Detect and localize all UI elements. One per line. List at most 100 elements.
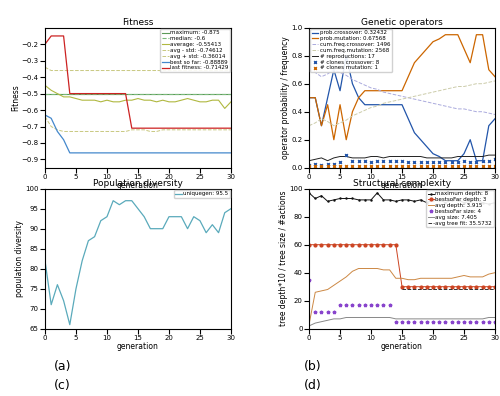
prob.crossover: 0.32432: (21, 0.08): 0.32432: (21, 0.08) bbox=[436, 154, 442, 159]
cum.freq.mutation: 2568: (10, 0.43): 2568: (10, 0.43) bbox=[368, 105, 374, 110]
cum.freq.crossover: 1496: (0, 0.7): 1496: (0, 0.7) bbox=[306, 67, 312, 72]
prob.crossover: 0.32432: (8, 0.5): 0.32432: (8, 0.5) bbox=[356, 95, 362, 100]
# clones mutation: 1: (4, 0.01): 1: (4, 0.01) bbox=[331, 164, 337, 169]
avg + std: -0.36014: (1, -0.36): -0.36014: (1, -0.36) bbox=[48, 68, 54, 73]
avg - std: -0.74612: (16, -0.72): -0.74612: (16, -0.72) bbox=[141, 128, 147, 132]
prob.mutation: 0.67568: (25, 0.85): 0.67568: (25, 0.85) bbox=[461, 46, 467, 51]
cum.freq.crossover: 1496: (1, 0.68): 1496: (1, 0.68) bbox=[312, 70, 318, 75]
bestsoFar size: 4: (8, 17): 4: (8, 17) bbox=[356, 303, 362, 307]
best so far: -0.88889: (23, -0.86): -0.88889: (23, -0.86) bbox=[184, 150, 190, 155]
avg size: 7.405: (11, 8): 7.405: (11, 8) bbox=[374, 315, 380, 320]
# reproductions: 17: (1, 0.06): 17: (1, 0.06) bbox=[312, 157, 318, 162]
prob.mutation: 0.67568: (14, 0.55): 0.67568: (14, 0.55) bbox=[393, 88, 399, 93]
average: -0.55413: (14, -0.54): -0.55413: (14, -0.54) bbox=[129, 98, 135, 103]
bestsoFar depth: 3: (22, 30): 3: (22, 30) bbox=[442, 284, 448, 289]
avg depth: 3.915: (8, 43): 3.915: (8, 43) bbox=[356, 266, 362, 271]
# clones crossover: 8: (25, 0.05): 8: (25, 0.05) bbox=[461, 158, 467, 163]
cum.freq.crossover: 1496: (19, 0.47): 1496: (19, 0.47) bbox=[424, 99, 430, 104]
Text: (d): (d) bbox=[304, 379, 322, 392]
best so far: -0.88889: (0, -0.63): -0.88889: (0, -0.63) bbox=[42, 112, 48, 117]
last fitness: -0.71429: (19, -0.71): -0.71429: (19, -0.71) bbox=[160, 126, 166, 131]
Title: Population diversity: Population diversity bbox=[93, 179, 183, 188]
X-axis label: generation: generation bbox=[381, 181, 423, 190]
maximum: -0.875: (16, -0.5): -0.875: (16, -0.5) bbox=[141, 91, 147, 96]
uniquegen: 95.5: (14, 97): 95.5: (14, 97) bbox=[129, 198, 135, 203]
prob.crossover: 0.32432: (0, 0.5): 0.32432: (0, 0.5) bbox=[306, 95, 312, 100]
avg depth: 3.915: (9, 43): 3.915: (9, 43) bbox=[362, 266, 368, 271]
uniquegen: 95.5: (9, 92): 95.5: (9, 92) bbox=[98, 218, 104, 223]
avg depth: 3.915: (12, 42): 3.915: (12, 42) bbox=[380, 268, 386, 272]
maximum: -0.875: (30, -0.5): -0.875: (30, -0.5) bbox=[228, 91, 234, 96]
average: -0.55413: (11, -0.55): -0.55413: (11, -0.55) bbox=[110, 99, 116, 104]
average: -0.55413: (15, -0.53): -0.55413: (15, -0.53) bbox=[135, 96, 141, 101]
bestsoFar depth: 3: (3, 60): 3: (3, 60) bbox=[324, 242, 330, 247]
last fitness: -0.71429: (1, -0.15): -0.71429: (1, -0.15) bbox=[48, 34, 54, 38]
maximum: -0.875: (6, -0.5): -0.875: (6, -0.5) bbox=[79, 91, 85, 96]
avg + std: -0.36014: (20, -0.36): -0.36014: (20, -0.36) bbox=[166, 68, 172, 73]
average: -0.55413: (25, -0.55): -0.55413: (25, -0.55) bbox=[197, 99, 203, 104]
cum.freq.mutation: 2568: (16, 0.5): 2568: (16, 0.5) bbox=[405, 95, 411, 100]
average: -0.55413: (10, -0.54): -0.55413: (10, -0.54) bbox=[104, 98, 110, 103]
prob.crossover: 0.32432: (7, 0.6): 0.32432: (7, 0.6) bbox=[350, 81, 356, 86]
# clones crossover: 8: (28, 0.05): 8: (28, 0.05) bbox=[480, 158, 486, 163]
maximum: -0.875: (20, -0.5): -0.875: (20, -0.5) bbox=[166, 91, 172, 96]
prob.crossover: 0.32432: (17, 0.25): 0.32432: (17, 0.25) bbox=[412, 130, 418, 135]
avg size: 7.405: (7, 8): 7.405: (7, 8) bbox=[350, 315, 356, 320]
avg depth: 3.915: (1, 26): 3.915: (1, 26) bbox=[312, 290, 318, 295]
# clones crossover: 8: (5, 0.04): 8: (5, 0.04) bbox=[337, 160, 343, 164]
# clones mutation: 1: (28, 0.01): 1: (28, 0.01) bbox=[480, 164, 486, 169]
# clones crossover: 8: (12, 0.05): 8: (12, 0.05) bbox=[380, 158, 386, 163]
cum.freq.mutation: 2568: (0, 0.3): 2568: (0, 0.3) bbox=[306, 123, 312, 128]
uniquegen: 95.5: (30, 95): 95.5: (30, 95) bbox=[228, 206, 234, 211]
# reproductions: 17: (27, 0.08): 17: (27, 0.08) bbox=[474, 154, 480, 159]
# clones crossover: 8: (10, 0.04): 8: (10, 0.04) bbox=[368, 160, 374, 164]
bestsoFar size: 4: (11, 17): 4: (11, 17) bbox=[374, 303, 380, 307]
prob.crossover: 0.32432: (4, 0.7): 0.32432: (4, 0.7) bbox=[331, 67, 337, 72]
avg + std: -0.36014: (10, -0.36): -0.36014: (10, -0.36) bbox=[104, 68, 110, 73]
cum.freq.mutation: 2568: (1, 0.32): 2568: (1, 0.32) bbox=[312, 120, 318, 125]
maximum: -0.875: (3, -0.5): -0.875: (3, -0.5) bbox=[60, 91, 66, 96]
uniquegen: 95.5: (13, 97): 95.5: (13, 97) bbox=[122, 198, 128, 203]
best so far: -0.88889: (13, -0.86): -0.88889: (13, -0.86) bbox=[122, 150, 128, 155]
maximum: -0.875: (27, -0.5): -0.875: (27, -0.5) bbox=[210, 91, 216, 96]
cum.freq.crossover: 1496: (5, 0.68): 1496: (5, 0.68) bbox=[337, 70, 343, 75]
uniquegen: 95.5: (29, 94): 95.5: (29, 94) bbox=[222, 210, 228, 215]
prob.mutation: 0.67568: (8, 0.5): 0.67568: (8, 0.5) bbox=[356, 95, 362, 100]
Line: avg - std: -0.74612: avg - std: -0.74612 bbox=[45, 117, 231, 131]
average: -0.55413: (16, -0.54): -0.55413: (16, -0.54) bbox=[141, 98, 147, 103]
# reproductions: 17: (0, 0.05): 17: (0, 0.05) bbox=[306, 158, 312, 163]
prob.mutation: 0.67568: (22, 0.95): 0.67568: (22, 0.95) bbox=[442, 32, 448, 37]
prob.crossover: 0.32432: (28, 0.05): 0.32432: (28, 0.05) bbox=[480, 158, 486, 163]
prob.crossover: 0.32432: (15, 0.45): 0.32432: (15, 0.45) bbox=[399, 102, 405, 107]
cum.freq.crossover: 1496: (20, 0.46): 1496: (20, 0.46) bbox=[430, 101, 436, 106]
maximum depth: 8: (6, 93): 8: (6, 93) bbox=[343, 196, 349, 201]
median: -0.6: (25, -0.5): -0.6: (25, -0.5) bbox=[197, 91, 203, 96]
prob.crossover: 0.32432: (25, 0.1): 0.32432: (25, 0.1) bbox=[461, 151, 467, 156]
last fitness: -0.71429: (29, -0.71): -0.71429: (29, -0.71) bbox=[222, 126, 228, 131]
prob.crossover: 0.32432: (22, 0.05): 0.32432: (22, 0.05) bbox=[442, 158, 448, 163]
best so far: -0.88889: (17, -0.86): -0.88889: (17, -0.86) bbox=[148, 150, 154, 155]
uniquegen: 95.5: (10, 93): 95.5: (10, 93) bbox=[104, 214, 110, 219]
maximum: -0.875: (8, -0.5): -0.875: (8, -0.5) bbox=[92, 91, 98, 96]
maximum: -0.875: (25, -0.5): -0.875: (25, -0.5) bbox=[197, 91, 203, 96]
average: -0.55413: (21, -0.55): -0.55413: (21, -0.55) bbox=[172, 99, 178, 104]
Line: # clones crossover: 8: # clones crossover: 8 bbox=[308, 154, 496, 166]
prob.crossover: 0.32432: (16, 0.35): 0.32432: (16, 0.35) bbox=[405, 116, 411, 121]
uniquegen: 95.5: (27, 91): 95.5: (27, 91) bbox=[210, 222, 216, 227]
avg depth: 3.915: (25, 38): 3.915: (25, 38) bbox=[461, 273, 467, 278]
prob.crossover: 0.32432: (2, 0.3): 0.32432: (2, 0.3) bbox=[318, 123, 324, 128]
uniquegen: 95.5: (24, 93): 95.5: (24, 93) bbox=[191, 214, 197, 219]
bestsoFar depth: 3: (23, 30): 3: (23, 30) bbox=[448, 284, 454, 289]
cum.freq.mutation: 2568: (23, 0.57): 2568: (23, 0.57) bbox=[448, 86, 454, 90]
median: -0.6: (27, -0.5): -0.6: (27, -0.5) bbox=[210, 91, 216, 96]
last fitness: -0.71429: (15, -0.71): -0.71429: (15, -0.71) bbox=[135, 126, 141, 131]
# clones mutation: 1: (8, 0.01): 1: (8, 0.01) bbox=[356, 164, 362, 169]
# clones mutation: 1: (15, 0.01): 1: (15, 0.01) bbox=[399, 164, 405, 169]
# reproductions: 17: (18, 0.08): 17: (18, 0.08) bbox=[418, 154, 424, 159]
last fitness: -0.71429: (0, -0.2): -0.71429: (0, -0.2) bbox=[42, 42, 48, 47]
avg size: 7.405: (25, 7): 7.405: (25, 7) bbox=[461, 316, 467, 321]
prob.mutation: 0.67568: (24, 0.95): 0.67568: (24, 0.95) bbox=[455, 32, 461, 37]
bestsoFar depth: 3: (24, 30): 3: (24, 30) bbox=[455, 284, 461, 289]
avg size: 7.405: (16, 7): 7.405: (16, 7) bbox=[405, 316, 411, 321]
# clones crossover: 8: (8, 0.05): 8: (8, 0.05) bbox=[356, 158, 362, 163]
